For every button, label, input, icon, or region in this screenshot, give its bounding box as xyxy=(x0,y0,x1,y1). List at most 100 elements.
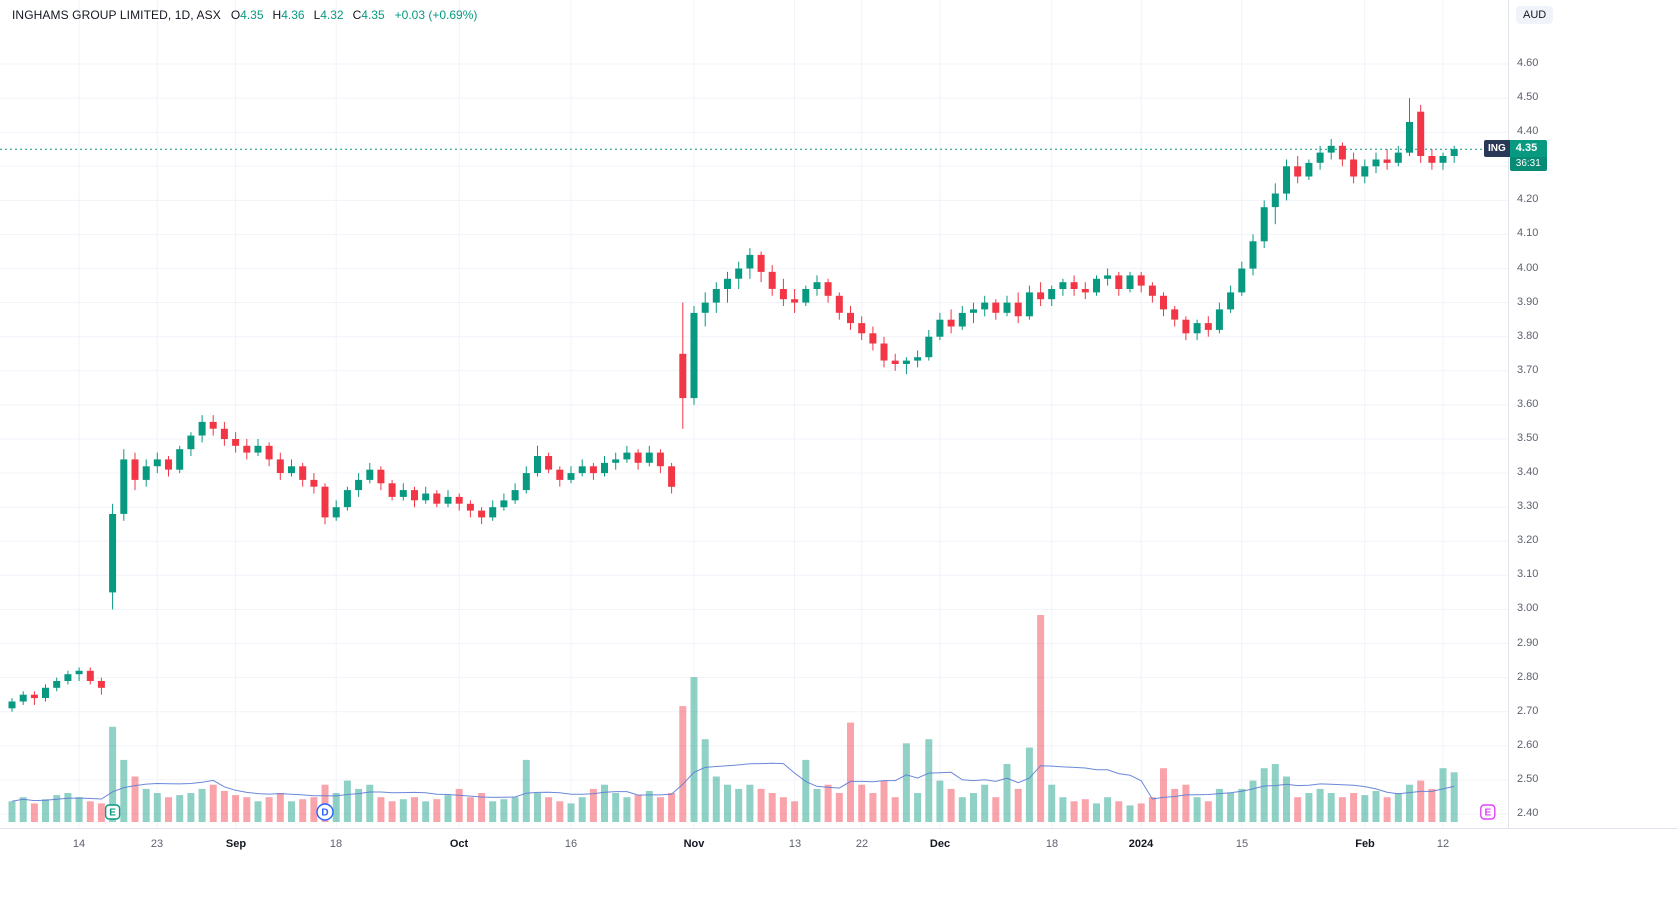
candle-body xyxy=(880,343,888,361)
volume-bar xyxy=(556,801,564,822)
volume-bar xyxy=(634,795,642,822)
volume-bar xyxy=(1182,784,1190,822)
volume-bar xyxy=(981,784,989,822)
candle-body xyxy=(411,490,418,501)
volume-bar xyxy=(869,793,877,822)
candle-body xyxy=(925,336,933,358)
volume-bar xyxy=(1160,768,1167,822)
candle-body xyxy=(366,469,374,480)
volume-bar xyxy=(690,677,698,822)
volume-bar xyxy=(835,793,843,822)
time-axis-label: 12 xyxy=(1436,838,1450,850)
candle-body xyxy=(936,319,944,337)
volume-bar xyxy=(1025,747,1033,822)
candle-body xyxy=(1283,166,1290,194)
candle-body xyxy=(1003,302,1011,313)
candle-body xyxy=(835,295,843,313)
price-axis-label: 2.90 xyxy=(1517,637,1539,649)
volume-bar xyxy=(366,784,374,822)
price-axis-label: 4.50 xyxy=(1517,91,1539,103)
candle-body xyxy=(757,254,765,272)
time-axis-label: 13 xyxy=(788,838,802,850)
symbol-legend: INGHAMS GROUP LIMITED, 1D, ASX O4.35 H4.… xyxy=(12,8,477,22)
candle-body xyxy=(466,503,474,511)
volume-bar xyxy=(1260,768,1268,822)
candle-body xyxy=(1372,159,1380,167)
volume-bar xyxy=(455,788,463,822)
candle-body xyxy=(1104,275,1112,279)
volume-bar xyxy=(645,791,653,822)
candle-body xyxy=(1171,309,1179,320)
price-axis-label: 2.80 xyxy=(1517,671,1539,683)
price-axis-label: 3.30 xyxy=(1517,500,1539,512)
volume-bar xyxy=(1126,805,1134,822)
price-axis-label: 3.40 xyxy=(1517,466,1539,478)
candle-body xyxy=(209,421,217,429)
volume-bar xyxy=(1372,791,1380,822)
candle-body xyxy=(1070,282,1078,289)
candle-body xyxy=(1238,268,1246,293)
ohlc-readout: O4.35 H4.36 L4.32 C4.35 xyxy=(231,8,385,22)
volume-bar xyxy=(1439,768,1447,822)
candle-body xyxy=(1137,275,1145,286)
earnings-marker[interactable] xyxy=(104,804,121,820)
volume-bar xyxy=(757,788,765,822)
volume-bar xyxy=(131,776,139,822)
price-axis-label: 3.10 xyxy=(1517,568,1539,580)
volume-bar xyxy=(1104,797,1112,822)
earnings-upcoming-marker[interactable] xyxy=(1480,804,1496,820)
chart-pane[interactable]: E D E INGHAMS GROUP LIMITED, 1D, ASX O4.35… xyxy=(0,0,1508,828)
candle-body xyxy=(690,312,698,399)
candle-body xyxy=(97,681,105,688)
candle-body xyxy=(914,357,922,361)
volume-bar xyxy=(500,799,508,822)
volume-bar xyxy=(735,788,743,822)
time-axis-label: 14 xyxy=(72,838,86,850)
candle-body xyxy=(220,428,228,439)
candle-body xyxy=(1215,309,1223,330)
candle-body xyxy=(288,466,295,474)
candle-body xyxy=(735,268,743,279)
candle-body xyxy=(489,507,497,518)
candle-body xyxy=(343,490,351,508)
candle-body xyxy=(86,670,94,681)
time-axis-label: Feb xyxy=(1355,838,1375,850)
volume-bar xyxy=(209,784,217,822)
volume-bar xyxy=(511,797,519,822)
volume-bar xyxy=(936,780,944,822)
volume-bar xyxy=(902,743,910,822)
volume-bar xyxy=(1081,799,1089,822)
price-axis[interactable]: AUD ING 4.35 36:31 4.60 4.50 4.40 4.20 4.10 4… xyxy=(1484,0,1678,828)
candle-body xyxy=(1350,159,1358,177)
volume-bar xyxy=(601,784,608,822)
currency-button[interactable]: AUD xyxy=(1516,6,1554,24)
candle-body xyxy=(176,449,184,470)
time-axis[interactable]: 14 23 Sep 18 Oct 16 Nov 13 22 Dec 18 2024 15 Feb 12 xyxy=(0,828,1678,859)
candle-body xyxy=(1025,292,1033,317)
time-axis-label: 15 xyxy=(1235,838,1249,850)
volume-bar xyxy=(42,799,49,822)
candle-body xyxy=(131,459,139,480)
volume-bar xyxy=(1148,797,1156,822)
candle-body xyxy=(701,302,709,313)
time-axis-label: Nov xyxy=(683,838,705,850)
candle-body xyxy=(567,473,575,480)
volume-bar xyxy=(1193,797,1201,822)
dividend-marker[interactable] xyxy=(316,803,334,821)
candle-body xyxy=(1148,285,1156,296)
volume-bar xyxy=(399,799,407,822)
candle-body xyxy=(19,694,27,702)
volume-bar xyxy=(914,793,922,822)
volume-bar xyxy=(97,803,105,822)
volume-bar xyxy=(679,706,687,822)
volume-bar xyxy=(478,793,486,822)
volume-bar xyxy=(276,793,284,822)
candle-body xyxy=(623,452,631,460)
candle-body xyxy=(377,469,385,484)
candle-body xyxy=(243,445,251,453)
candle-body xyxy=(847,312,854,324)
volume-bar xyxy=(176,795,184,822)
candle-body xyxy=(970,309,977,313)
candle-body xyxy=(1450,149,1458,156)
